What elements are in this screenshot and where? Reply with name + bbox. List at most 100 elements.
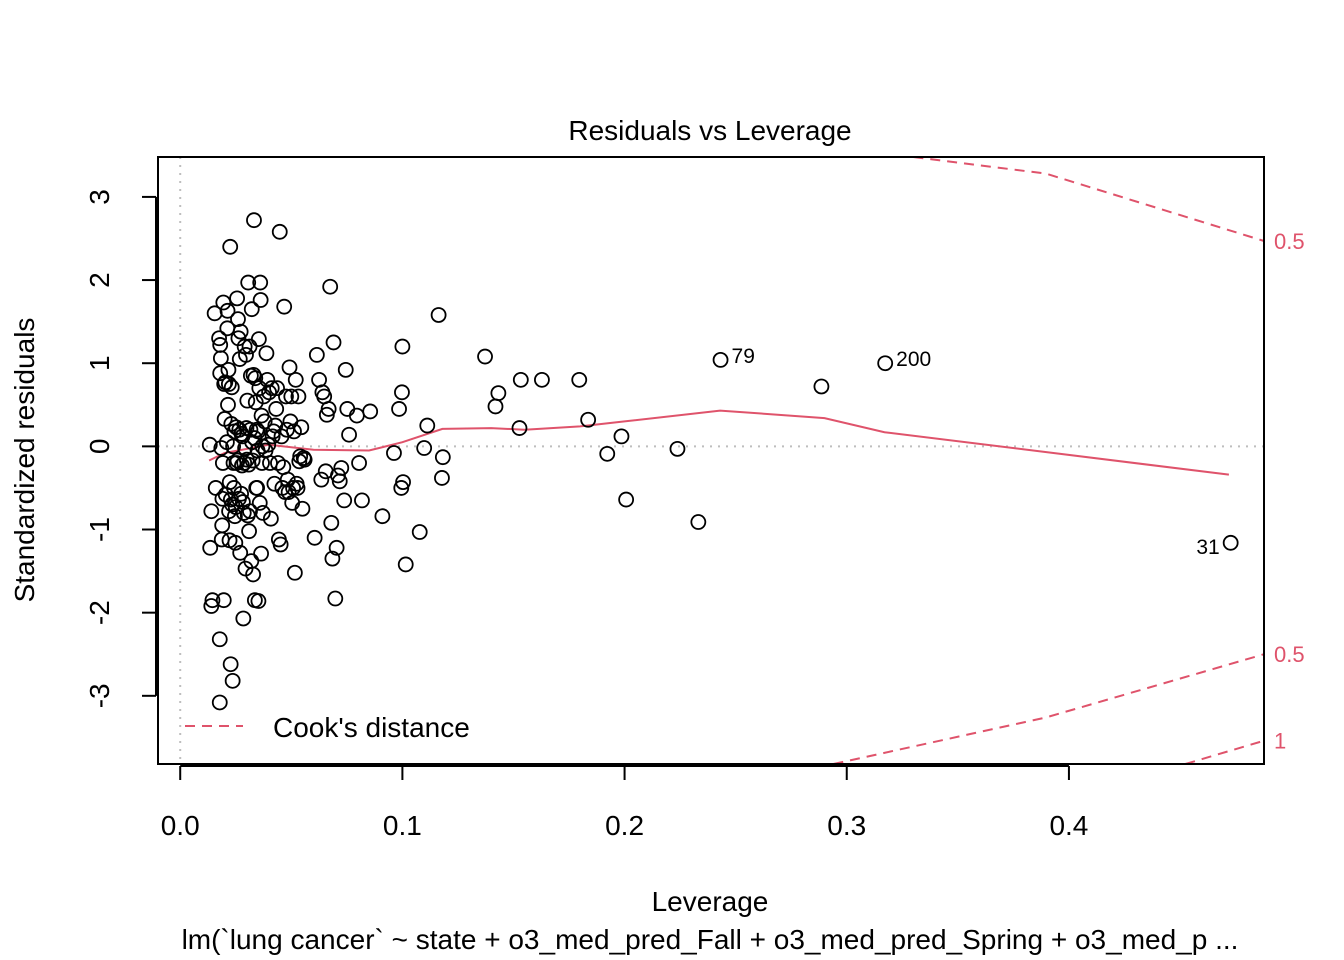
data-point (213, 440, 230, 456)
data-point (336, 492, 353, 509)
y-tick-label: 3 (84, 189, 115, 205)
cook-contour-label: 0.5 (1274, 642, 1305, 667)
data-point (712, 351, 729, 368)
data-point (262, 510, 279, 527)
data-point (411, 524, 428, 540)
data-point (252, 274, 269, 291)
data-point (487, 398, 504, 415)
data-point (278, 388, 294, 405)
data-point (386, 445, 402, 461)
data-point (252, 292, 269, 308)
data-point (391, 401, 407, 417)
data-point (289, 480, 306, 496)
data-point (322, 278, 339, 295)
cook-contour-label: 1 (1274, 729, 1286, 754)
data-point (294, 500, 311, 517)
cooks-distance-contours (833, 157, 1264, 764)
data-point (394, 338, 411, 355)
data-point (341, 426, 357, 443)
data-point (203, 503, 220, 520)
y-tick-label: -2 (84, 600, 115, 625)
data-point (328, 539, 345, 556)
data-point (813, 378, 830, 395)
data-point (416, 440, 433, 456)
data-point (351, 455, 367, 471)
data-point (243, 301, 260, 318)
data-point (239, 392, 256, 409)
data-point (241, 523, 257, 540)
data-point (212, 365, 229, 382)
data-point (306, 529, 323, 546)
data-point (215, 294, 232, 311)
data-point (270, 455, 286, 471)
data-point (490, 385, 507, 402)
data-point (230, 311, 246, 328)
data-point (434, 449, 451, 466)
data-point (268, 401, 285, 417)
x-tick-label: 0.0 (161, 810, 200, 841)
data-point (276, 298, 293, 315)
data-point (255, 388, 272, 405)
data-point (280, 484, 297, 500)
data-point (211, 330, 227, 347)
data-point (618, 491, 635, 508)
data-point (226, 508, 243, 525)
data-point (272, 536, 289, 553)
data-point (348, 407, 365, 424)
data-point (240, 274, 257, 291)
data-point (215, 592, 232, 609)
data-point (430, 307, 447, 323)
plot-frame (157, 156, 1265, 765)
data-point (256, 413, 273, 430)
data-point (244, 452, 261, 469)
x-tick-label: 0.4 (1049, 810, 1088, 841)
data-point (374, 508, 391, 525)
smooth-line (208, 409, 1230, 476)
data-point (287, 371, 304, 388)
data-point (242, 421, 259, 438)
data-point (339, 401, 356, 417)
data-point (397, 556, 414, 573)
data-point (251, 495, 268, 511)
data-point (477, 348, 493, 365)
y-tick-label: 1 (84, 355, 115, 371)
data-point (293, 419, 310, 436)
data-point (203, 598, 220, 614)
data-point (235, 504, 252, 521)
data-point (245, 566, 261, 583)
data-point (269, 380, 285, 397)
data-point (225, 438, 241, 455)
data-point (395, 474, 411, 491)
data-point (212, 350, 229, 367)
data-point (281, 359, 298, 376)
data-point (227, 534, 244, 551)
data-point (224, 672, 241, 689)
y-tick-label: 0 (84, 439, 115, 455)
data-point (263, 380, 280, 397)
data-point (308, 346, 325, 363)
data-point (220, 361, 237, 378)
data-point (1222, 534, 1239, 551)
x-axis-label: Leverage (652, 886, 769, 917)
smooth-line-layer (208, 409, 1230, 476)
data-point (246, 212, 262, 229)
data-point (250, 331, 267, 348)
x-axis: 0.0 0.1 0.2 0.3 0.4 (161, 765, 1088, 841)
data-point (313, 471, 330, 488)
data-point (233, 485, 249, 502)
data-point (419, 417, 436, 434)
data-point (222, 656, 239, 673)
x-tick-label: 0.3 (827, 810, 866, 841)
data-point (877, 355, 894, 372)
chart-subtitle: lm(`lung cancer` ~ state + o3_med_pred_F… (182, 924, 1239, 955)
data-point (262, 455, 278, 471)
data-point (599, 445, 616, 462)
data-point (613, 428, 630, 445)
data-point (211, 694, 228, 711)
data-point (271, 223, 288, 240)
data-point (251, 380, 268, 397)
data-point (534, 371, 550, 388)
point-labels: 79 200 31 (732, 345, 1220, 559)
data-point (204, 592, 221, 609)
